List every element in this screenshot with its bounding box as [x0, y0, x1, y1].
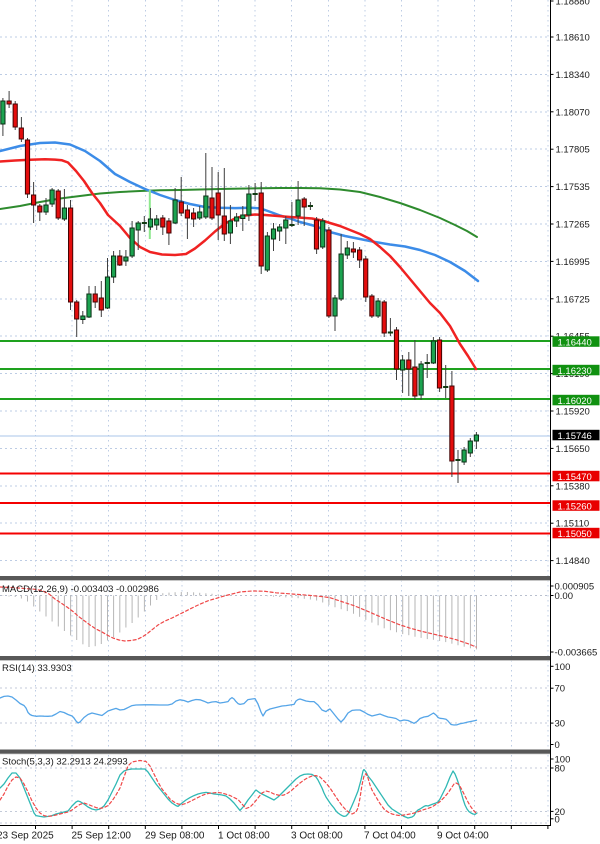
- svg-text:30: 30: [555, 719, 566, 730]
- svg-text:1.16995: 1.16995: [556, 257, 590, 268]
- svg-text:Stoch(5,3,3) 32.2913 24.2993: Stoch(5,3,3) 32.2913 24.2993: [2, 757, 128, 768]
- svg-text:29 Sep 08:00: 29 Sep 08:00: [145, 831, 205, 842]
- svg-text:80: 80: [555, 764, 566, 775]
- svg-text:1.18340: 1.18340: [556, 70, 590, 81]
- svg-text:1.17805: 1.17805: [556, 145, 590, 156]
- svg-text:1.16020: 1.16020: [558, 396, 592, 407]
- svg-text:9 Oct 04:00: 9 Oct 04:00: [437, 831, 489, 842]
- svg-text:100: 100: [555, 662, 571, 673]
- svg-text:25 Sep 12:00: 25 Sep 12:00: [72, 831, 132, 842]
- svg-text:1.16440: 1.16440: [558, 337, 592, 348]
- svg-text:3 Oct 08:00: 3 Oct 08:00: [291, 831, 343, 842]
- svg-text:1.15260: 1.15260: [558, 501, 592, 512]
- svg-text:1 Oct 08:00: 1 Oct 08:00: [218, 831, 270, 842]
- svg-text:1.15920: 1.15920: [556, 407, 590, 418]
- svg-text:1.16230: 1.16230: [558, 366, 592, 377]
- svg-text:100: 100: [555, 755, 571, 766]
- svg-text:7 Oct 04:00: 7 Oct 04:00: [364, 831, 416, 842]
- svg-text:0: 0: [555, 814, 560, 825]
- svg-text:1.15380: 1.15380: [556, 481, 590, 492]
- svg-text:1.18610: 1.18610: [556, 33, 590, 44]
- svg-text:70: 70: [555, 684, 566, 695]
- svg-text:23 Sep 2025: 23 Sep 2025: [0, 831, 54, 842]
- svg-text:1.15650: 1.15650: [556, 444, 590, 455]
- svg-text:1.18880: 1.18880: [556, 0, 590, 8]
- svg-text:1.15746: 1.15746: [558, 431, 592, 442]
- svg-text:1.18070: 1.18070: [556, 107, 590, 118]
- svg-text:1.15110: 1.15110: [556, 519, 590, 530]
- svg-text:20: 20: [555, 807, 566, 818]
- svg-text:1.14840: 1.14840: [556, 556, 590, 567]
- svg-text:1.17535: 1.17535: [556, 182, 590, 193]
- svg-text:0: 0: [555, 740, 560, 751]
- svg-text:0.000905: 0.000905: [555, 582, 595, 593]
- svg-text:1.17265: 1.17265: [556, 220, 590, 231]
- svg-text:-0.003665: -0.003665: [555, 648, 598, 659]
- svg-text:1.15470: 1.15470: [558, 472, 592, 483]
- svg-text:1.16725: 1.16725: [556, 294, 590, 305]
- svg-text:0.00: 0.00: [555, 591, 574, 602]
- svg-text:MACD(12,26,9) -0.003403 -0.002: MACD(12,26,9) -0.003403 -0.002986: [2, 584, 159, 595]
- svg-text:RSI(14) 33.9303: RSI(14) 33.9303: [2, 663, 72, 674]
- svg-text:1.15050: 1.15050: [558, 529, 592, 540]
